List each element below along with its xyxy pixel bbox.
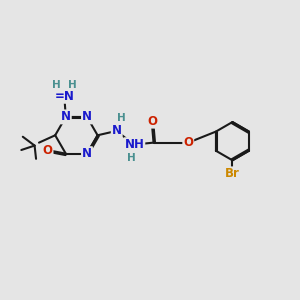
Text: H: H [127,153,136,163]
Text: Br: Br [225,167,240,180]
Text: N: N [82,147,92,160]
Text: N: N [82,110,92,123]
Text: NH: NH [124,138,144,151]
Text: H: H [52,80,60,90]
Text: O: O [43,144,52,157]
Text: =N: =N [54,90,74,103]
Text: O: O [183,136,193,149]
Text: O: O [147,115,157,128]
Text: N: N [112,124,122,137]
Text: H: H [117,113,125,124]
Text: H: H [68,80,77,90]
Text: N: N [61,110,71,123]
